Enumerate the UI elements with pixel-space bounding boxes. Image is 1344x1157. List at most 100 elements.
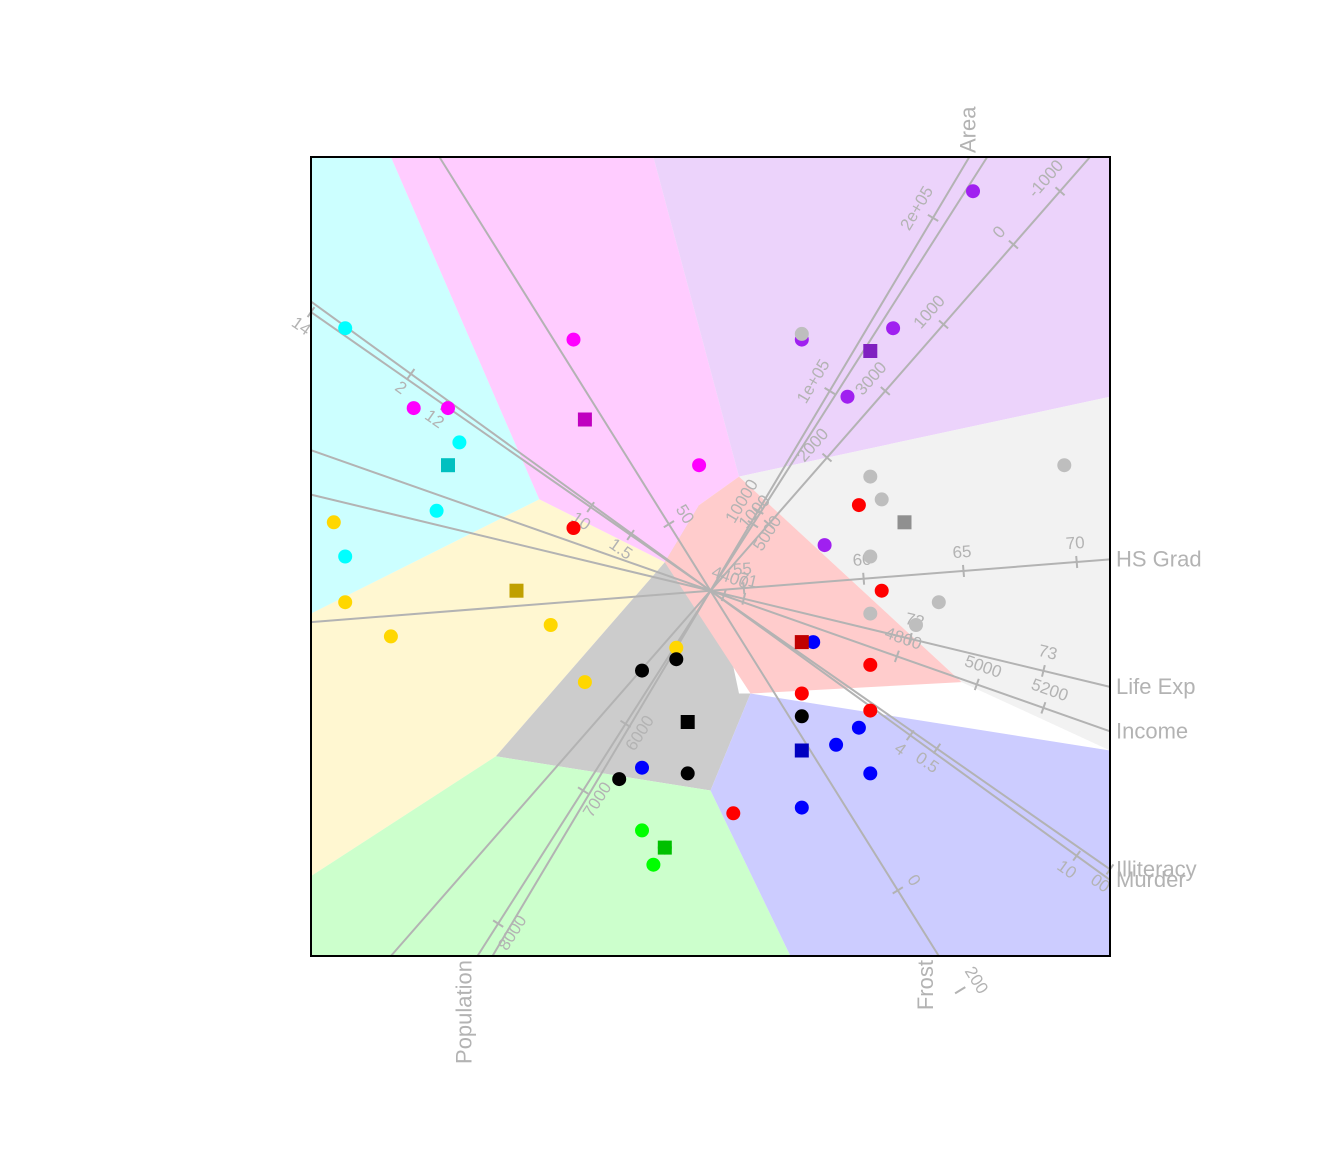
data-point-37 bbox=[794, 709, 809, 724]
points-layer bbox=[326, 184, 1072, 872]
data-point-11 bbox=[840, 389, 855, 404]
data-point-5 bbox=[406, 401, 421, 416]
data-point-21 bbox=[851, 498, 866, 513]
data-point-24 bbox=[794, 686, 809, 701]
data-point-48 bbox=[646, 857, 661, 872]
tick-mark-illiteracy-4 bbox=[932, 743, 942, 755]
data-point-26 bbox=[726, 806, 741, 821]
tick-mark-frost-0 bbox=[663, 520, 675, 529]
tick-mark-unnamed-8-2 bbox=[880, 386, 891, 396]
data-point-32 bbox=[577, 675, 592, 690]
tick-mark-hs-grad-1 bbox=[862, 572, 866, 585]
axis-frost bbox=[438, 156, 940, 957]
tick-mark-murder-2 bbox=[1072, 850, 1082, 862]
data-point-14 bbox=[863, 469, 878, 484]
tick-label-hs-grad-0: 55 bbox=[732, 559, 752, 579]
data-point-46 bbox=[635, 823, 649, 838]
tick-mark-hs-grad-2 bbox=[962, 564, 965, 577]
data-point-16 bbox=[863, 549, 878, 564]
axis-name-population: Population bbox=[452, 960, 477, 1064]
axis-population bbox=[476, 156, 989, 957]
data-point-36 bbox=[669, 652, 684, 667]
tick-mark-population-3 bbox=[492, 919, 504, 928]
data-point-29 bbox=[338, 595, 353, 610]
tick-mark-unnamed-8-5 bbox=[1054, 186, 1066, 196]
tick-mark-unnamed-8-4 bbox=[1008, 239, 1019, 250]
region-green bbox=[311, 756, 791, 956]
tick-mark-income-1 bbox=[893, 650, 900, 663]
data-point-1 bbox=[452, 435, 467, 450]
data-point-39 bbox=[612, 772, 627, 787]
plot-frame bbox=[310, 156, 1111, 957]
tick-mark-income-2 bbox=[973, 678, 980, 691]
data-point-15 bbox=[874, 492, 889, 507]
centroid-marker-3 bbox=[897, 515, 912, 530]
axis-unnamed-8 bbox=[390, 156, 1091, 957]
tick-mark-unnamed-8-3 bbox=[938, 319, 949, 330]
data-point-43 bbox=[794, 800, 809, 815]
centroid-marker-1 bbox=[577, 412, 592, 427]
tick-mark-income-0 bbox=[720, 589, 727, 602]
data-point-23 bbox=[863, 657, 878, 672]
data-point-19 bbox=[863, 606, 878, 621]
data-point-20 bbox=[1057, 458, 1072, 473]
centroid-marker-2 bbox=[863, 344, 878, 358]
data-point-38 bbox=[680, 766, 695, 781]
axis-name-income: Income bbox=[1116, 718, 1188, 743]
region-blue bbox=[710, 693, 1110, 956]
data-point-41 bbox=[851, 720, 866, 735]
tick-mark-hs-grad-3 bbox=[1075, 555, 1079, 569]
data-point-12 bbox=[817, 538, 832, 553]
centroid-marker-0 bbox=[441, 458, 455, 473]
data-point-7 bbox=[692, 458, 707, 473]
tick-mark-income-3 bbox=[1040, 701, 1047, 714]
tick-mark-hs-grad-0 bbox=[742, 582, 746, 595]
data-point-13 bbox=[794, 326, 809, 341]
data-point-40 bbox=[829, 737, 844, 752]
data-point-31 bbox=[543, 618, 558, 632]
tick-label-hs-grad-3: 70 bbox=[1065, 533, 1085, 553]
data-point-18 bbox=[909, 618, 923, 632]
tick-mark-area-2 bbox=[927, 213, 939, 222]
tick-label-hs-grad-2: 65 bbox=[952, 542, 972, 562]
tick-mark-life-exp-2 bbox=[1041, 664, 1046, 677]
data-point-3 bbox=[338, 549, 353, 564]
tick-mark-frost-1 bbox=[892, 886, 904, 895]
data-point-22 bbox=[874, 583, 889, 598]
tick-mark-unnamed-8-1 bbox=[821, 452, 833, 463]
data-point-44 bbox=[635, 760, 649, 775]
tick-mark-frost-2 bbox=[954, 986, 966, 995]
region-pink bbox=[664, 476, 962, 694]
centroid-marker-7 bbox=[794, 743, 809, 758]
centroid-marker-8 bbox=[657, 840, 672, 855]
data-point-0 bbox=[338, 321, 353, 336]
data-point-35 bbox=[635, 663, 649, 678]
data-point-42 bbox=[863, 766, 878, 781]
region-yellow bbox=[311, 499, 665, 877]
tick-label-frost-2: 200 bbox=[961, 963, 992, 997]
region-layer bbox=[311, 157, 1110, 956]
axis-name-life-exp: Life Exp bbox=[1116, 674, 1196, 699]
tick-mark-life-exp-1 bbox=[907, 632, 913, 645]
tick-mark-population-2 bbox=[577, 786, 589, 795]
tick-mark-unnamed-8-0 bbox=[763, 519, 774, 529]
tick-mark-population-0 bbox=[747, 520, 759, 529]
data-point-45 bbox=[806, 635, 821, 650]
data-point-17 bbox=[931, 595, 946, 610]
centroid-marker-5 bbox=[509, 583, 524, 598]
centroid-marker-4 bbox=[794, 635, 809, 650]
data-point-9 bbox=[886, 321, 901, 336]
axis-name-illiteracy: Illiteracy bbox=[1116, 856, 1197, 881]
axis-name-hs-grad: HS Grad bbox=[1116, 546, 1202, 571]
tick-mark-illiteracy-2 bbox=[586, 501, 595, 513]
data-point-28 bbox=[326, 515, 341, 530]
tick-label-life-exp-0: 71 bbox=[737, 569, 760, 592]
tick-label-life-exp-2: 73 bbox=[1036, 641, 1059, 664]
axis-name-area: Area bbox=[955, 106, 980, 153]
data-point-27 bbox=[566, 521, 581, 535]
data-point-4 bbox=[566, 332, 581, 347]
data-point-8 bbox=[966, 184, 980, 199]
